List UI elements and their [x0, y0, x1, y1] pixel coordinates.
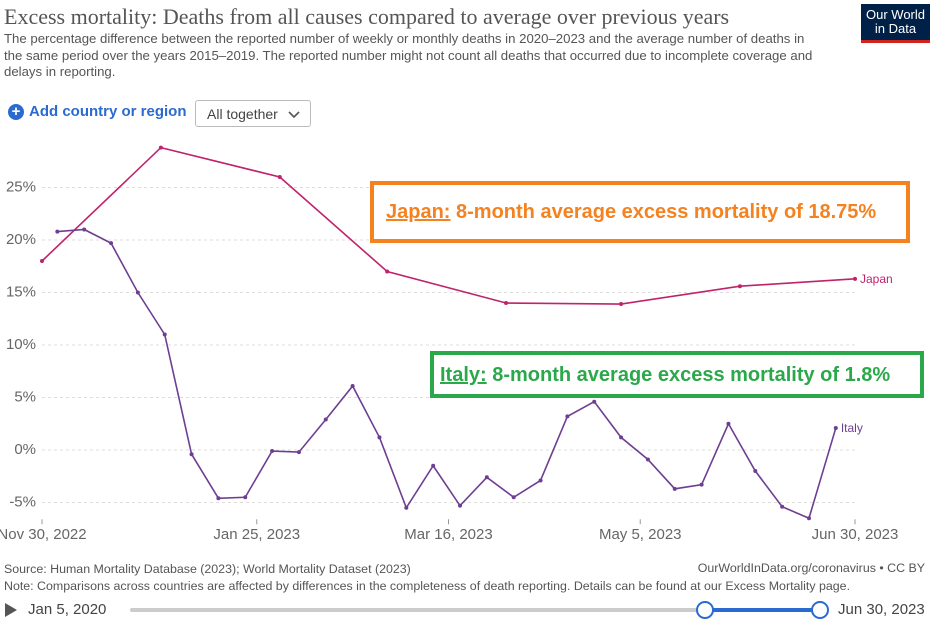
data-point	[853, 276, 857, 281]
annotation-label: Japan:	[386, 201, 450, 223]
note: Note: Comparisons across countries are a…	[4, 579, 851, 593]
y-tick-label: 20%	[6, 231, 36, 248]
x-tick-label: May 5, 2023	[599, 526, 682, 543]
data-point	[504, 301, 509, 305]
data-point	[270, 449, 275, 454]
series-label: Japan	[860, 272, 893, 286]
footer: Source: Human Mortality Database (2023);…	[4, 561, 850, 595]
data-point	[511, 495, 516, 500]
data-point	[699, 482, 704, 487]
data-point	[806, 516, 811, 521]
timeline-range	[705, 608, 820, 612]
series-label: Italy	[841, 421, 863, 435]
data-point	[109, 241, 114, 246]
annotation-text: 8-month average excess mortality of 1.8%	[487, 364, 891, 386]
chevron	[288, 111, 300, 119]
mode-label: All together	[207, 106, 278, 122]
data-point	[377, 435, 382, 440]
series-line	[41, 146, 856, 305]
data-point	[484, 475, 489, 480]
data-point	[431, 463, 436, 468]
data-point	[753, 469, 758, 473]
y-tick-label: 0%	[14, 441, 36, 458]
x-tick-label: Jan 25, 2023	[213, 526, 300, 543]
annotation-text: 8-month average excess mortality of 18.7…	[450, 201, 876, 223]
data-point	[780, 504, 785, 509]
y-tick-label: 10%	[6, 336, 36, 353]
timeline-handle[interactable]	[696, 601, 714, 619]
data-point	[619, 435, 624, 440]
data-point	[40, 259, 44, 263]
y-tick-label: -5%	[9, 493, 36, 510]
chart: -5% 0% 5% 10% 15% 20% 25% Nov 30, 2022 Jan 25, 2…	[0, 145, 924, 543]
timeline-handle[interactable]	[811, 601, 829, 619]
data-point	[645, 457, 650, 462]
data-point	[350, 383, 355, 388]
data-point	[216, 496, 221, 501]
data-point	[243, 495, 248, 500]
data-point	[162, 332, 167, 337]
credit[interactable]: OurWorldInData.org/coronavirus • CC BY	[697, 561, 925, 575]
source: Source: Human Mortality Database (2023);…	[4, 562, 411, 576]
data-point	[458, 503, 463, 508]
annotation: Japan: 8-month average excess mortality …	[386, 201, 876, 223]
data-point	[592, 399, 597, 404]
annotation: Italy: 8-month average excess mortality …	[440, 364, 890, 386]
data-point	[737, 284, 742, 289]
plus-icon: +	[8, 103, 24, 120]
data-point	[189, 452, 194, 457]
chart-subtitle: The percentage difference between the re…	[4, 31, 813, 79]
data-point	[277, 175, 282, 179]
annotation-box	[430, 351, 924, 398]
x-tick-label: Mar 16, 2023	[404, 526, 492, 543]
data-point	[158, 145, 163, 150]
data-point	[672, 486, 677, 491]
add-label: Add country or region	[29, 103, 187, 120]
logo[interactable]: Our World in Data	[861, 4, 930, 43]
timeline-track	[130, 608, 820, 612]
y-tick-label: 5%	[14, 388, 36, 405]
play-button[interactable]	[5, 603, 17, 617]
timeline-end: Jun 30, 2023	[838, 601, 925, 618]
series-line	[57, 228, 837, 520]
add-country-button[interactable]: + Add country or region	[8, 103, 187, 120]
data-point	[296, 450, 301, 455]
data-point	[726, 421, 731, 426]
x-tick-label: Jun 30, 2023	[812, 526, 899, 543]
data-point	[323, 417, 328, 422]
mode-dropdown[interactable]: All together	[195, 100, 311, 127]
logo-line: Our World	[866, 7, 925, 22]
data-point	[619, 302, 624, 307]
data-point	[565, 414, 570, 419]
chart-title: Excess mortality: Deaths from all causes…	[4, 4, 730, 29]
data-point	[538, 478, 543, 483]
y-tick-label: 25%	[6, 178, 36, 195]
data-point	[135, 290, 140, 295]
annotation-label: Italy:	[440, 364, 487, 386]
data-point	[385, 269, 390, 274]
data-point	[82, 227, 87, 232]
timeline	[5, 601, 829, 619]
timeline-start: Jan 5, 2020	[28, 601, 107, 618]
y-tick-label: 15%	[6, 283, 36, 300]
x-tick-label: Nov 30, 2022	[0, 526, 87, 543]
data-point	[833, 425, 838, 430]
logo-line: in Data	[874, 21, 917, 36]
data-point	[404, 505, 409, 510]
data-point	[55, 229, 60, 234]
annotation-box	[370, 181, 910, 243]
